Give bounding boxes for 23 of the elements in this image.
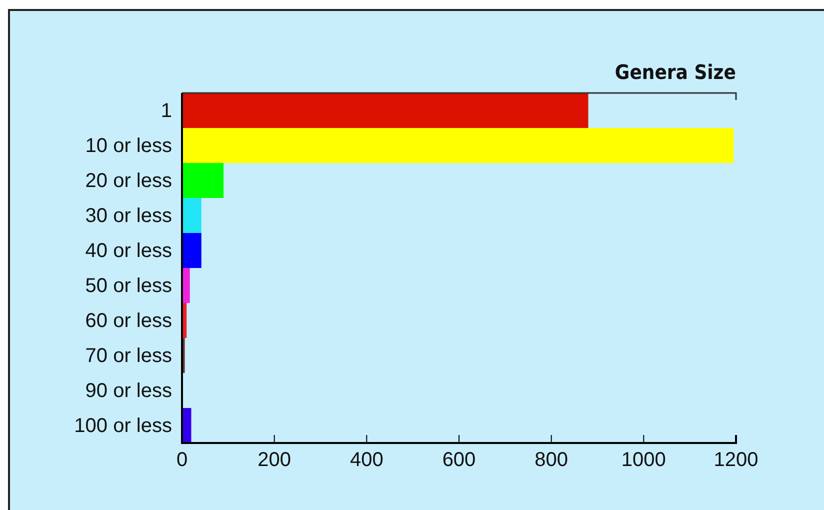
- y-tick-label: 100 or less: [74, 414, 172, 437]
- bar: [182, 128, 734, 163]
- x-tick-label: 400: [350, 449, 384, 471]
- x-tick-label: 200: [258, 449, 292, 471]
- bar: [182, 198, 202, 233]
- x-tick-label: 1000: [621, 449, 666, 471]
- y-tick-label: 1: [160, 100, 172, 122]
- y-tick-label: 40 or less: [85, 240, 172, 262]
- y-tick-label: 30 or less: [85, 204, 172, 227]
- x-tick-label: 1200: [714, 449, 758, 471]
- bar: [182, 93, 588, 128]
- y-tick-label: 10 or less: [85, 134, 172, 157]
- chart-title: Genera Size: [614, 60, 736, 84]
- y-tick-label: 60 or less: [85, 310, 172, 332]
- x-tick-label: 0: [176, 449, 188, 471]
- x-tick-label: 800: [534, 449, 568, 471]
- bar: [182, 163, 224, 198]
- x-tick-label: 600: [442, 449, 476, 471]
- y-tick-label: 20 or less: [85, 170, 172, 192]
- y-tick-label: 70 or less: [85, 344, 172, 367]
- y-tick-label: 90 or less: [85, 380, 172, 402]
- bar: [182, 233, 202, 268]
- y-tick-label: 50 or less: [85, 274, 172, 297]
